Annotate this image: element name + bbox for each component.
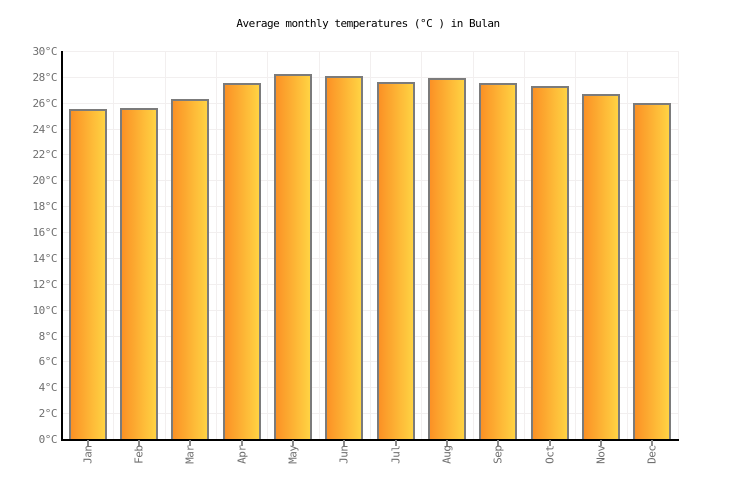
gridline-vertical bbox=[524, 51, 525, 439]
bar-nov bbox=[582, 93, 620, 439]
gridline-vertical bbox=[216, 51, 217, 439]
x-tick-label-feb: Feb bbox=[132, 445, 146, 464]
bar-oct bbox=[530, 85, 569, 439]
bar-jun bbox=[325, 75, 364, 439]
bar-sep bbox=[479, 83, 518, 439]
y-tick-label: 14°C bbox=[32, 251, 58, 265]
y-tick-label: 0°C bbox=[38, 433, 58, 446]
gridline-vertical bbox=[370, 51, 371, 439]
gridline-vertical bbox=[164, 51, 166, 439]
y-tick-label: 8°C bbox=[38, 329, 58, 343]
y-tick-label: 16°C bbox=[32, 226, 58, 240]
bar-may bbox=[274, 74, 312, 439]
x-tick-mark bbox=[138, 440, 140, 446]
bar-feb bbox=[120, 107, 158, 439]
x-tick-label-sep: Sep bbox=[491, 445, 505, 464]
x-tick-mark bbox=[446, 440, 448, 446]
x-tick-label-aug: Aug bbox=[440, 445, 454, 464]
y-tick-label: 20°C bbox=[32, 174, 58, 188]
x-tick-mark bbox=[86, 440, 89, 446]
y-tick-label: 28°C bbox=[32, 70, 58, 84]
gridline-vertical bbox=[113, 51, 115, 439]
gridline-vertical bbox=[421, 51, 423, 439]
gridline-vertical bbox=[267, 51, 269, 439]
y-tick-label: 6°C bbox=[38, 355, 58, 369]
y-tick-label: 22°C bbox=[32, 148, 58, 162]
bar-mar bbox=[171, 98, 210, 439]
x-tick-mark bbox=[497, 440, 500, 446]
chart-title: Average monthly temperatures (°C ) in Bu… bbox=[236, 17, 500, 30]
x-tick-mark bbox=[394, 440, 397, 446]
x-tick-mark bbox=[651, 440, 654, 446]
gridline-vertical bbox=[575, 51, 577, 439]
gridline-vertical bbox=[318, 51, 320, 439]
x-tick-label-apr: Apr bbox=[235, 445, 249, 464]
x-tick-mark bbox=[189, 440, 192, 446]
y-tick-label: 4°C bbox=[38, 381, 58, 395]
x-axis-line bbox=[61, 439, 679, 441]
y-axis-line bbox=[61, 51, 63, 441]
gridline-vertical bbox=[626, 51, 628, 439]
x-tick-label-jul: Jul bbox=[389, 445, 403, 464]
x-tick-mark bbox=[292, 440, 294, 446]
bar-jul bbox=[376, 82, 415, 439]
x-tick-label-dec: Dec bbox=[645, 445, 659, 464]
x-tick-mark bbox=[240, 440, 243, 446]
x-tick-label-jan: Jan bbox=[81, 445, 95, 464]
bar-apr bbox=[222, 83, 261, 439]
bar-jan bbox=[68, 109, 107, 439]
y-tick-label: 18°C bbox=[32, 200, 58, 214]
y-tick-label: 2°C bbox=[38, 407, 58, 421]
gridline-vertical bbox=[678, 51, 679, 439]
x-tick-mark bbox=[343, 440, 346, 446]
gridline-vertical bbox=[472, 51, 474, 439]
y-tick-label: 26°C bbox=[32, 96, 58, 110]
x-tick-mark bbox=[548, 440, 551, 446]
x-tick-label-nov: Nov bbox=[594, 445, 608, 464]
bar-aug bbox=[428, 78, 466, 439]
x-tick-label-oct: Oct bbox=[543, 445, 557, 464]
x-tick-label-may: May bbox=[286, 445, 300, 464]
bar-dec bbox=[633, 102, 672, 439]
y-tick-label: 24°C bbox=[32, 122, 58, 136]
x-tick-label-mar: Mar bbox=[183, 445, 197, 464]
y-tick-label: 12°C bbox=[32, 277, 58, 291]
y-tick-label: 10°C bbox=[32, 303, 58, 317]
x-tick-mark bbox=[600, 440, 602, 446]
x-tick-label-jun: Jun bbox=[337, 445, 351, 464]
y-tick-label: 30°C bbox=[32, 45, 58, 58]
